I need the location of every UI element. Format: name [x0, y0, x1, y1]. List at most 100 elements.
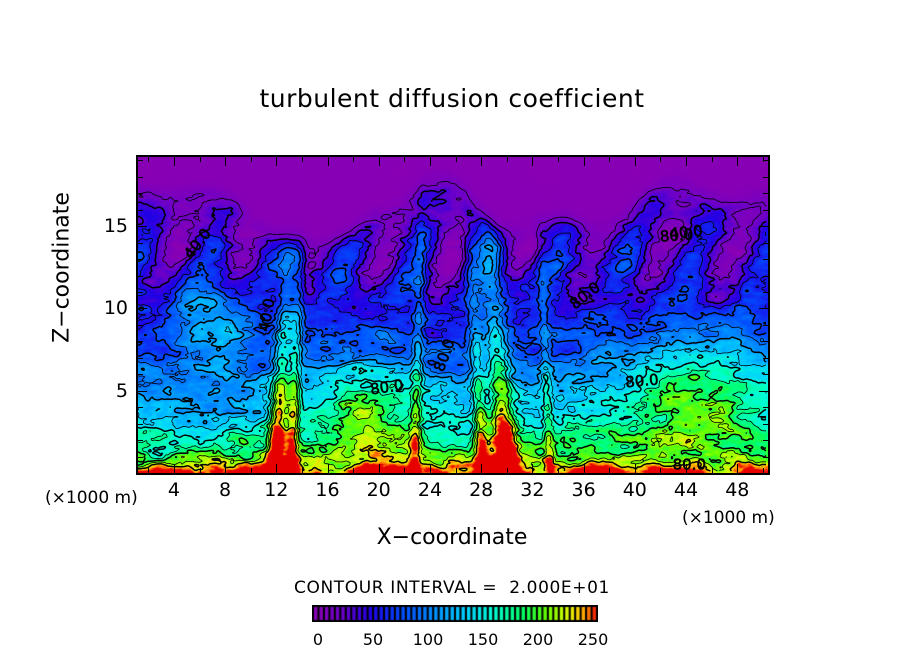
x-tick-top [532, 157, 534, 166]
x-axis-unit-left: (×1000 m) [45, 488, 138, 508]
x-tick-bottom [711, 468, 713, 473]
x-tick-top [276, 157, 278, 166]
contour-line-100 [138, 237, 767, 412]
y-tick-left [138, 160, 143, 162]
colorbar-gradient [313, 606, 597, 621]
y-tick-right [763, 209, 768, 211]
x-tick-top [762, 157, 764, 162]
contour-line-220 [138, 383, 767, 472]
x-tick-bottom [173, 464, 175, 473]
x-tick-top [378, 157, 380, 166]
y-tick-left [138, 440, 143, 442]
y-tick-left [138, 226, 147, 228]
y-tick-left [138, 259, 143, 260]
y-tick-left [138, 176, 143, 178]
contour-line-180 [138, 360, 767, 459]
y-tick-right [759, 308, 768, 310]
y-tick-right [763, 423, 768, 425]
y-tick-right [763, 374, 768, 376]
x-tick-top [609, 157, 611, 162]
y-tick-left [138, 242, 143, 244]
y-tick-left [138, 324, 143, 326]
x-axis-title: X−coordinate [376, 525, 528, 550]
colorbar-tick-label: 200 [522, 630, 554, 649]
y-tick-right [763, 407, 768, 409]
y-tick-right [763, 341, 768, 343]
y-tick-right [763, 292, 768, 293]
x-tick-top [148, 157, 150, 162]
x-tick-label: 24 [417, 479, 443, 501]
contour-label: 80.0 [673, 456, 706, 473]
y-tick-right [763, 324, 768, 326]
y-tick-right [759, 390, 768, 392]
y-tick-right [763, 242, 768, 244]
colorbar [312, 605, 598, 622]
y-tick-right [763, 160, 768, 162]
x-tick-bottom [225, 464, 227, 473]
x-tick-label: 8 [219, 479, 232, 501]
y-axis-title: Z−coordinate [49, 192, 75, 343]
contour-label: 40.0 [668, 222, 703, 243]
x-tick-label: 4 [167, 479, 180, 501]
contour-line-20 [138, 181, 767, 298]
x-tick-label: 12 [264, 479, 289, 501]
x-tick-top [686, 157, 687, 166]
x-tick-bottom [762, 468, 764, 473]
y-tick-left [138, 275, 143, 277]
x-tick-top [481, 157, 483, 166]
y-tick-right [763, 259, 768, 260]
y-tick-label: 10 [103, 297, 128, 320]
contour-label: 40.0 [180, 225, 215, 262]
contour-line-80 [138, 231, 767, 369]
x-tick-bottom [250, 468, 252, 473]
y-tick-left [138, 374, 143, 376]
page-title: turbulent diffusion coefficient [259, 84, 645, 113]
x-tick-label: 44 [673, 479, 699, 501]
contour-line-240 [138, 393, 766, 472]
contour-lines-group [138, 181, 767, 472]
x-tick-bottom [378, 464, 380, 473]
x-tick-bottom [276, 464, 278, 473]
x-tick-top [430, 157, 431, 166]
contour-label: 80.0 [659, 225, 694, 245]
x-tick-top [327, 157, 329, 166]
x-tick-bottom [327, 464, 329, 473]
x-tick-bottom [532, 464, 534, 473]
y-tick-left [138, 423, 143, 425]
x-tick-label: 16 [315, 479, 340, 501]
x-tick-bottom [506, 468, 508, 473]
x-tick-top [404, 157, 406, 162]
x-tick-top [301, 157, 303, 162]
contour-line-120 [138, 244, 767, 425]
x-tick-bottom [404, 468, 406, 473]
y-tick-right [763, 440, 768, 442]
y-tick-left [138, 407, 143, 409]
contour-line-140 [138, 315, 767, 438]
contour-plot-frame: 40.0 40.0 80.0 80.0 80.0 80.0 80.0 80.0 40.0 [136, 155, 770, 475]
x-tick-bottom [558, 468, 559, 473]
y-tick-left [138, 292, 143, 293]
x-tick-bottom [301, 468, 303, 473]
x-tick-label: 28 [469, 479, 494, 501]
x-tick-top [250, 157, 252, 162]
x-tick-top [634, 157, 636, 166]
x-tick-top [583, 157, 585, 166]
x-tick-bottom [634, 464, 636, 473]
colorbar-tick-label: 50 [362, 630, 384, 649]
y-tick-right [763, 456, 768, 458]
y-tick-right [763, 275, 768, 277]
x-tick-top [711, 157, 713, 162]
x-tick-label: 40 [622, 479, 647, 501]
contour-interval-caption: CONTOUR INTERVAL = 2.000E+01 [294, 578, 610, 598]
x-tick-top [199, 157, 201, 162]
x-tick-top [173, 157, 175, 166]
x-tick-bottom [148, 468, 150, 473]
y-tick-left [138, 308, 147, 310]
x-tick-bottom [686, 464, 687, 473]
x-tick-bottom [199, 468, 201, 473]
y-tick-label: 15 [103, 215, 128, 238]
y-tick-left [138, 341, 143, 343]
y-tick-right [763, 357, 768, 359]
x-tick-top [455, 157, 457, 162]
x-tick-top [558, 157, 559, 162]
